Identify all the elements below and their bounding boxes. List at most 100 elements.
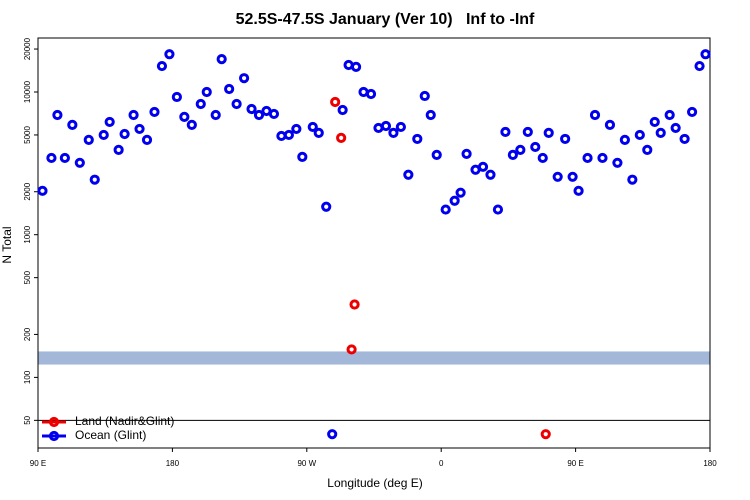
point xyxy=(119,128,130,140)
point xyxy=(540,429,551,440)
point xyxy=(634,129,645,141)
point xyxy=(210,109,221,121)
point xyxy=(350,61,362,72)
point xyxy=(530,141,541,153)
y-tick-label: 20000 xyxy=(23,37,32,60)
x-tick-label: 90 E xyxy=(567,459,583,468)
point xyxy=(321,201,332,212)
point xyxy=(664,109,675,121)
point xyxy=(597,152,608,164)
point xyxy=(567,171,578,182)
point xyxy=(52,109,63,121)
point xyxy=(98,129,109,141)
point xyxy=(327,429,338,440)
point xyxy=(507,149,518,160)
point xyxy=(679,133,690,145)
point xyxy=(492,204,504,215)
point xyxy=(268,108,280,120)
point xyxy=(670,122,681,134)
point xyxy=(297,151,308,162)
y-tick-label: 50 xyxy=(23,415,32,424)
point xyxy=(388,127,399,138)
band xyxy=(38,351,710,365)
point xyxy=(537,152,548,164)
point xyxy=(141,134,153,145)
point xyxy=(449,195,460,206)
point xyxy=(128,109,139,121)
chart-title: 52.5S-47.5S January (Ver 10) Inf to -Inf xyxy=(236,11,535,28)
point xyxy=(395,121,406,133)
x-tick-label: 90 E xyxy=(30,459,46,468)
point xyxy=(67,119,78,131)
point xyxy=(83,134,94,145)
point xyxy=(461,148,472,159)
point xyxy=(649,116,660,128)
point xyxy=(655,127,666,138)
point xyxy=(694,60,705,72)
point xyxy=(46,152,57,164)
point xyxy=(582,152,593,164)
y-tick-label: 1000 xyxy=(23,225,32,243)
x-tick-label: 90 W xyxy=(297,459,316,468)
point xyxy=(216,54,227,65)
point xyxy=(604,119,616,131)
point xyxy=(37,185,48,196)
point xyxy=(201,86,212,98)
x-tick-label: 180 xyxy=(166,459,180,468)
y-tick-label: 200 xyxy=(23,327,32,341)
point xyxy=(231,98,242,110)
point xyxy=(74,157,85,168)
point xyxy=(642,144,653,155)
point xyxy=(104,116,115,128)
y-tick-label: 500 xyxy=(23,270,32,284)
point xyxy=(179,111,190,123)
point xyxy=(627,174,638,185)
point xyxy=(431,149,442,160)
x-tick-label: 0 xyxy=(439,459,444,468)
point xyxy=(573,185,584,196)
point xyxy=(380,120,392,132)
legend-marker xyxy=(48,430,60,442)
point xyxy=(149,106,160,118)
point xyxy=(349,299,360,310)
point xyxy=(346,344,357,355)
point xyxy=(552,171,563,182)
legend-label: Ocean (Glint) xyxy=(75,428,146,442)
point xyxy=(560,133,571,145)
point xyxy=(156,60,168,72)
point xyxy=(171,91,182,103)
point xyxy=(330,96,341,108)
point xyxy=(619,134,630,145)
point xyxy=(253,109,265,121)
point xyxy=(336,132,347,143)
point xyxy=(500,126,511,138)
point xyxy=(515,144,526,155)
y-tick-label: 100 xyxy=(23,370,32,384)
point xyxy=(700,49,711,60)
point xyxy=(134,123,145,135)
point xyxy=(477,161,489,172)
point xyxy=(686,106,698,118)
point xyxy=(419,90,430,102)
point xyxy=(113,144,124,155)
point xyxy=(164,49,175,60)
point xyxy=(455,187,466,198)
point xyxy=(337,104,348,116)
point xyxy=(589,109,601,121)
point xyxy=(365,88,377,100)
point xyxy=(59,152,70,164)
point xyxy=(412,133,423,145)
y-tick-label: 5000 xyxy=(23,126,32,144)
y-axis-label: N Total xyxy=(0,226,14,263)
plot-frame xyxy=(37,37,711,449)
point xyxy=(224,83,235,95)
point xyxy=(246,103,257,115)
x-tick-label: 180 xyxy=(703,459,717,468)
point xyxy=(485,169,496,180)
point xyxy=(307,121,318,133)
legend-marker xyxy=(48,416,60,428)
y-tick-label: 10000 xyxy=(23,80,32,103)
point xyxy=(195,98,206,110)
legend-label: Land (Nadir&Glint) xyxy=(75,414,174,428)
